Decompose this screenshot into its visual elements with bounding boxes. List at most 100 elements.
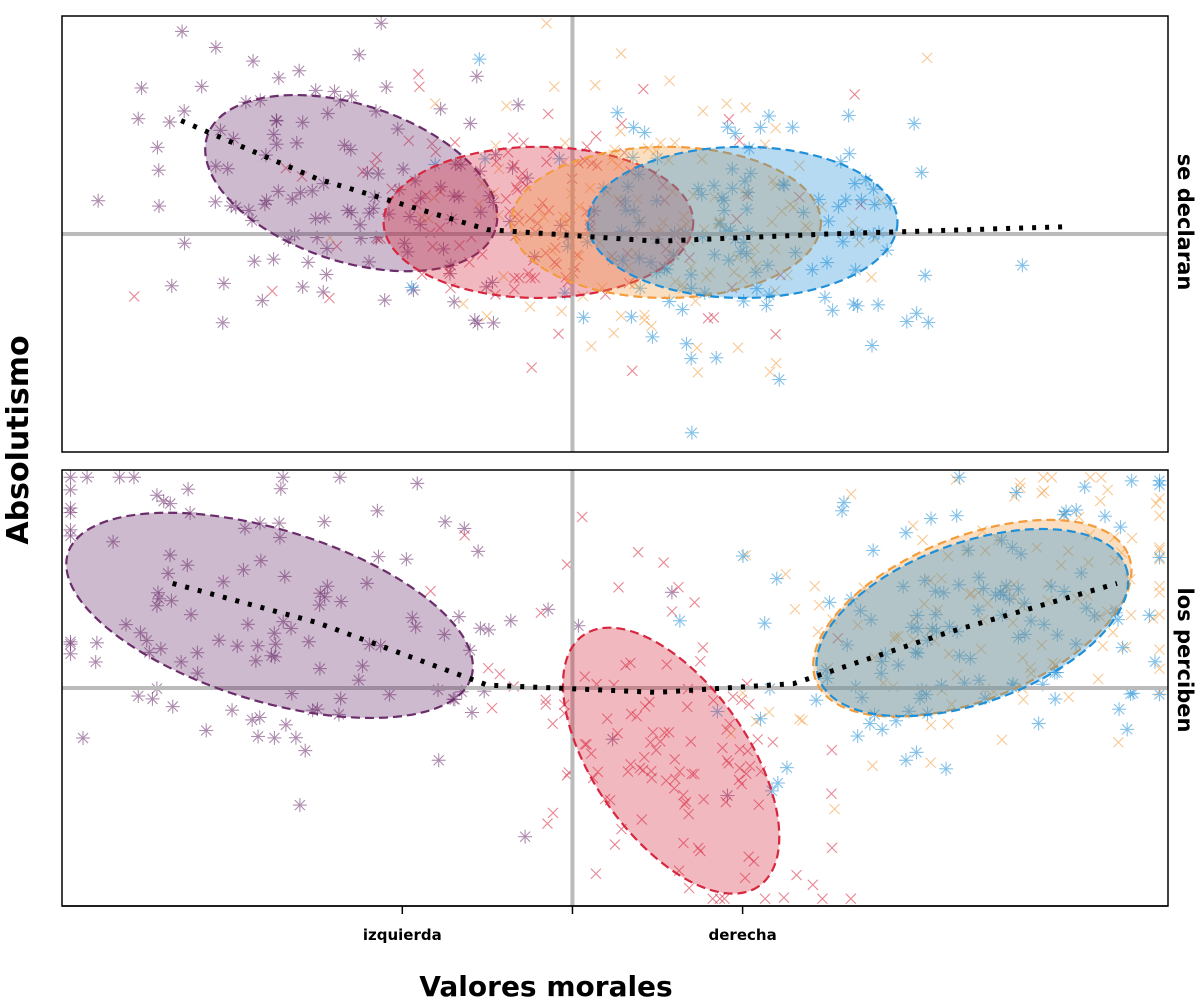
marker-stroke	[615, 125, 626, 137]
data-point	[470, 316, 485, 331]
data-point	[501, 100, 512, 112]
marker-stroke	[128, 291, 140, 302]
data-point	[740, 102, 752, 113]
marker-stroke	[404, 211, 416, 222]
marker-stroke	[412, 68, 424, 80]
data-point	[199, 723, 214, 738]
data-point	[293, 185, 308, 200]
data-point	[826, 744, 838, 756]
data-point	[952, 470, 967, 485]
marker-stroke	[586, 158, 598, 169]
marker-stroke	[392, 123, 404, 135]
marker-stroke	[520, 180, 532, 192]
data-point	[91, 193, 106, 208]
data-point	[522, 268, 534, 279]
marker-stroke	[507, 132, 519, 144]
marker-stroke	[294, 187, 306, 199]
data-point	[352, 47, 367, 62]
marker-stroke	[517, 168, 528, 179]
data-point	[320, 241, 335, 256]
marker-stroke	[702, 312, 714, 324]
marker-stroke	[558, 156, 570, 168]
data-point	[669, 275, 681, 287]
marker-stroke	[556, 305, 567, 317]
marker-stroke	[683, 252, 695, 263]
marker-stroke	[217, 317, 229, 329]
data-point	[785, 120, 800, 135]
marker-stroke	[663, 154, 675, 166]
data-point	[822, 595, 837, 610]
data-point	[518, 829, 533, 844]
marker-stroke	[668, 249, 679, 261]
data-point	[486, 702, 498, 714]
data-point	[340, 203, 355, 218]
data-point	[696, 153, 708, 165]
marker-stroke	[784, 199, 796, 210]
marker-stroke	[464, 118, 476, 129]
data-point	[789, 603, 801, 615]
marker-stroke	[363, 207, 375, 219]
data-point	[434, 222, 446, 234]
data-point	[702, 312, 714, 324]
data-point	[687, 189, 699, 201]
data-point	[632, 546, 644, 558]
marker-stroke	[271, 115, 283, 127]
marker-stroke	[740, 102, 752, 113]
marker-stroke	[379, 294, 391, 306]
marker-stroke	[164, 116, 176, 128]
marker-stroke	[515, 175, 527, 186]
data-point	[1142, 608, 1157, 623]
data-point	[1154, 492, 1165, 504]
data-point	[917, 534, 928, 546]
data-point	[481, 622, 496, 637]
data-point	[386, 183, 398, 195]
data-point	[825, 303, 840, 318]
marker-stroke	[420, 189, 432, 201]
x-tick-label: izquierda	[363, 926, 442, 944]
data-point	[1154, 644, 1165, 656]
data-point	[753, 120, 768, 135]
marker-stroke	[524, 301, 536, 313]
marker-stroke	[675, 222, 687, 234]
data-point	[271, 184, 286, 199]
data-point	[865, 338, 880, 353]
marker-stroke	[215, 124, 226, 136]
data-point	[731, 213, 743, 225]
data-point	[273, 481, 288, 496]
data-point	[556, 305, 567, 317]
marker-stroke	[153, 200, 165, 212]
marker-stroke	[590, 130, 602, 142]
data-point	[267, 730, 282, 745]
marker-stroke	[430, 146, 442, 158]
marker-stroke	[726, 282, 738, 294]
data-point	[733, 135, 745, 146]
data-point	[683, 882, 695, 894]
data-point	[1150, 497, 1162, 509]
data-point	[689, 596, 700, 608]
marker-stroke	[690, 295, 701, 307]
marker-stroke	[416, 211, 428, 223]
marker-stroke	[560, 217, 572, 229]
marker-stroke	[615, 47, 627, 59]
data-point	[846, 297, 861, 312]
data-point	[317, 514, 332, 529]
marker-stroke	[490, 140, 502, 151]
data-point	[324, 292, 335, 304]
marker-stroke	[500, 193, 512, 205]
data-point	[672, 581, 684, 593]
data-point	[493, 209, 505, 221]
marker-stroke	[286, 193, 298, 205]
data-point	[88, 655, 103, 670]
data-point	[664, 585, 679, 600]
marker-stroke	[335, 95, 346, 107]
marker-stroke	[487, 197, 499, 208]
data-point	[850, 729, 865, 744]
marker-stroke	[609, 144, 621, 156]
data-point	[428, 192, 440, 204]
data-point	[826, 842, 838, 854]
data-point	[1084, 471, 1096, 483]
data-point	[770, 776, 785, 791]
marker-stroke	[511, 184, 523, 196]
data-point	[613, 160, 624, 172]
data-point	[658, 557, 670, 568]
